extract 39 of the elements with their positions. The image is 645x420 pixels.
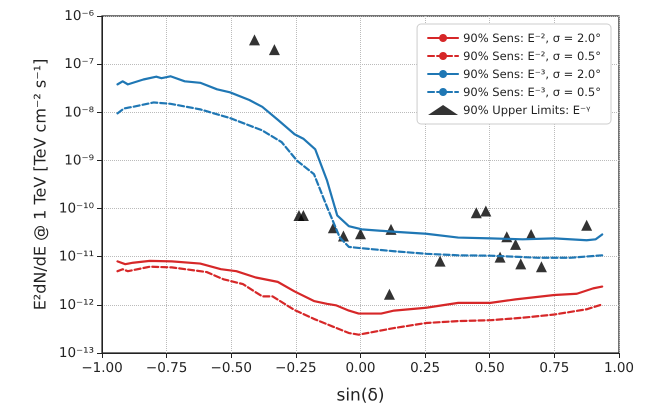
point bbox=[510, 238, 522, 250]
y-tick-label: 10⁻⁸ bbox=[64, 104, 94, 120]
y-tick-label: 10⁻¹¹ bbox=[58, 248, 94, 265]
point bbox=[515, 258, 526, 270]
y-axis-title: E²dN/dE @ 1 TeV [TeV cm⁻² s⁻¹] bbox=[30, 58, 50, 310]
line-series bbox=[116, 101, 604, 259]
x-tick-label: 0.00 bbox=[345, 360, 376, 376]
line-series bbox=[116, 266, 602, 336]
legend-label: 90% Sens: E⁻³, σ = 0.5° bbox=[463, 85, 602, 99]
point bbox=[470, 207, 482, 218]
point bbox=[536, 261, 547, 272]
point bbox=[480, 206, 492, 217]
y-tick-label: 10⁻⁷ bbox=[64, 56, 94, 72]
y-tick-label: 10⁻¹² bbox=[58, 296, 94, 313]
x-tick-label: −1.00 bbox=[81, 360, 123, 376]
x-tick-label: 0.25 bbox=[410, 360, 440, 376]
y-tick-label: 10⁻⁹ bbox=[64, 152, 94, 168]
point bbox=[354, 228, 366, 240]
line-series bbox=[116, 260, 604, 315]
x-tick-label: 0.50 bbox=[474, 360, 505, 376]
x-tick-label: −0.75 bbox=[146, 360, 188, 376]
y-tick-label: 10⁻¹⁰ bbox=[58, 200, 94, 217]
point bbox=[268, 44, 280, 56]
point bbox=[581, 220, 592, 231]
x-tick-label: −0.25 bbox=[275, 360, 317, 376]
point bbox=[249, 34, 260, 46]
y-tick-label: 10⁻⁶ bbox=[64, 8, 94, 24]
point bbox=[298, 210, 309, 221]
y-tick-label: 10⁻¹³ bbox=[58, 345, 94, 361]
x-tick-label: 1.00 bbox=[604, 360, 634, 376]
legend-label: 90% Sens: E⁻², σ = 2.0° bbox=[463, 31, 602, 45]
x-tick-label: 0.75 bbox=[539, 360, 570, 376]
legend-label: 90% Sens: E⁻³, σ = 2.0° bbox=[463, 67, 602, 81]
x-axis-title: sin(δ) bbox=[336, 386, 384, 406]
x-tick-label: −0.50 bbox=[210, 360, 252, 376]
point bbox=[434, 256, 446, 267]
point bbox=[384, 288, 395, 300]
legend-label: 90% Sens: E⁻², σ = 0.5° bbox=[463, 49, 602, 63]
legend-label: 90% Upper Limits: E⁻ᵞ bbox=[463, 103, 592, 117]
